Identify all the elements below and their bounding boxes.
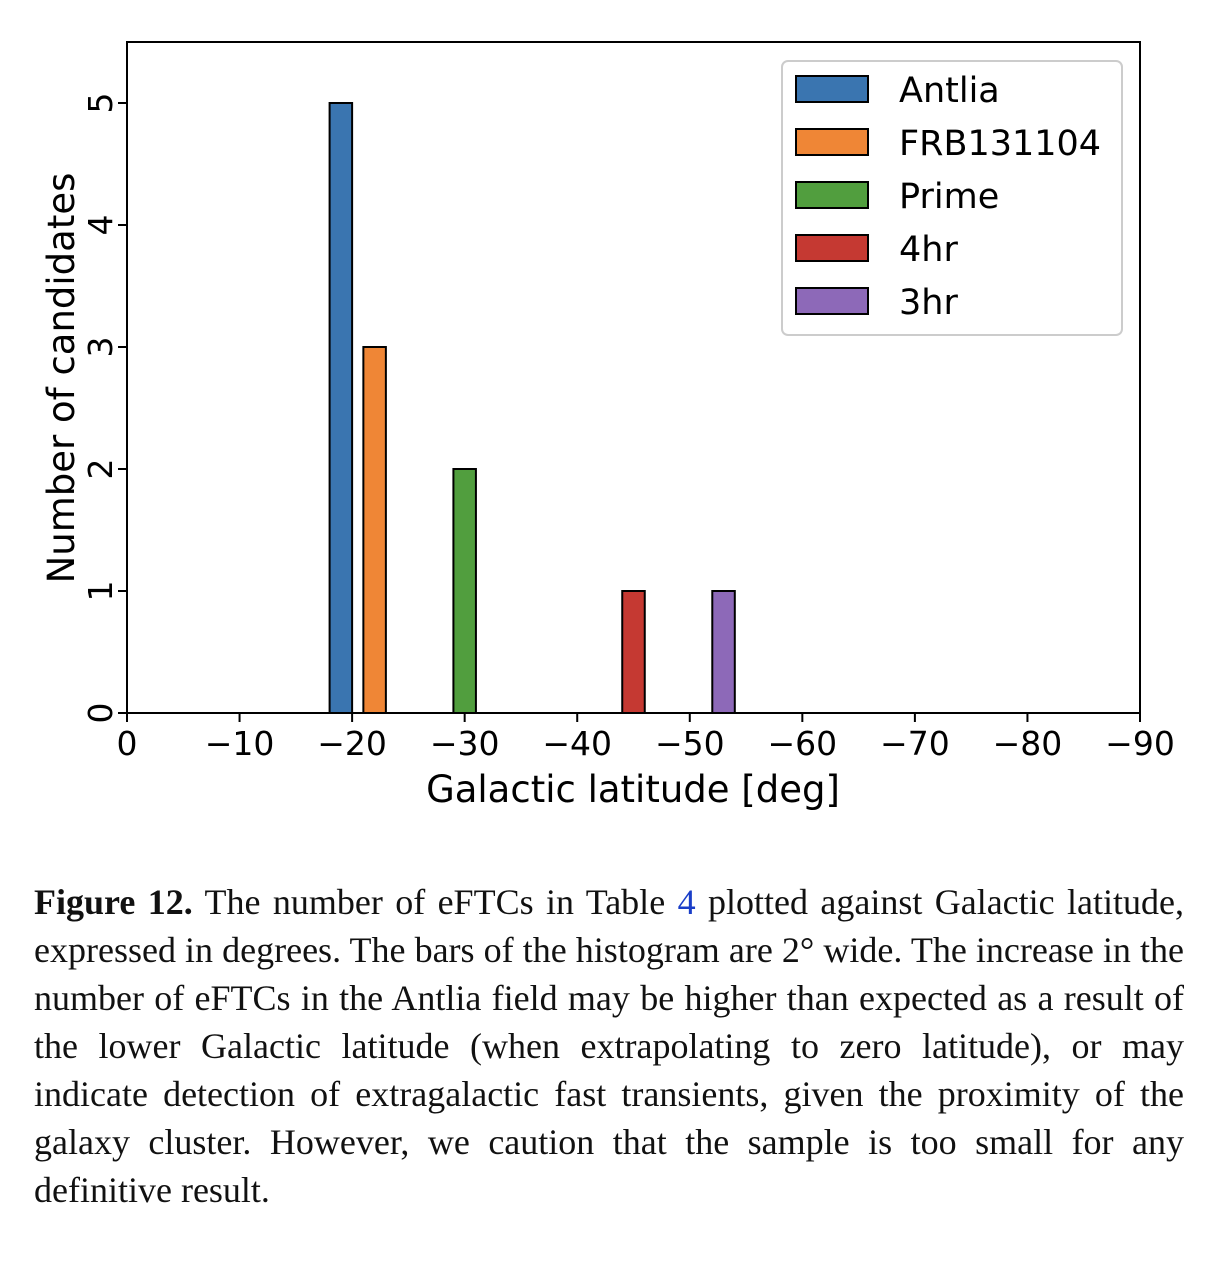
legend-swatch-frb131104 <box>795 128 869 156</box>
x-tick-label: −80 <box>993 724 1063 763</box>
bar-prime <box>452 468 477 714</box>
x-axis-label: Galactic latitude [deg] <box>426 768 840 811</box>
figure-caption: Figure 12. The number of eFTCs in Table … <box>34 878 1184 1214</box>
histogram-figure: 0 −10 −20 −30 −40 −50 −60 −70 −80 −90 0 1 2 3 4 5 Gala… <box>40 41 1175 811</box>
x-axis: 0 −10 −20 −30 −40 −50 −60 −70 −80 −90 <box>117 713 1175 763</box>
legend-label-antlia: Antlia <box>899 71 1000 111</box>
x-tick-label: −90 <box>1105 724 1175 763</box>
caption-text-end: plotted against Galactic latitude, expre… <box>34 882 1185 1210</box>
bars-layer <box>328 102 736 714</box>
bar-4hr <box>621 590 646 714</box>
legend: Antlia FRB131104 Prime 4hr 3hr <box>781 60 1123 336</box>
y-axis-label: Number of candidates <box>40 173 83 584</box>
legend-swatch-4hr <box>795 234 869 262</box>
figure-label: Figure 12. <box>34 882 193 922</box>
legend-label-3hr: 3hr <box>899 283 958 323</box>
x-tick-label: −20 <box>317 724 387 763</box>
y-tick-label: 2 <box>81 459 120 480</box>
y-axis: 0 1 2 3 4 5 <box>81 93 127 724</box>
x-tick-label: −40 <box>542 724 612 763</box>
x-tick-label: −60 <box>768 724 838 763</box>
legend-label-prime: Prime <box>899 177 999 217</box>
table-reference-link[interactable]: 4 <box>677 882 696 922</box>
x-tick-label: −30 <box>430 724 500 763</box>
caption-text-start: The number of eFTCs in Table <box>204 882 666 922</box>
y-tick-label: 5 <box>81 93 120 114</box>
plot-frame <box>126 41 1141 714</box>
x-tick-label: −10 <box>205 724 275 763</box>
bar-3hr <box>711 590 736 714</box>
legend-swatch-prime <box>795 181 869 209</box>
y-tick-label: 4 <box>81 215 120 236</box>
x-tick-label: −70 <box>880 724 950 763</box>
y-tick-label: 0 <box>81 703 120 724</box>
bar-antlia <box>328 102 354 714</box>
x-tick-label: −50 <box>655 724 725 763</box>
legend-label-frb131104: FRB131104 <box>899 124 1101 164</box>
y-tick-label: 1 <box>81 581 120 602</box>
legend-swatch-3hr <box>795 287 869 315</box>
legend-swatch-antlia <box>795 75 869 103</box>
y-tick-label: 3 <box>81 337 120 358</box>
bar-frb131104 <box>362 346 387 714</box>
legend-label-4hr: 4hr <box>899 230 958 270</box>
x-tick-label: 0 <box>117 724 138 763</box>
